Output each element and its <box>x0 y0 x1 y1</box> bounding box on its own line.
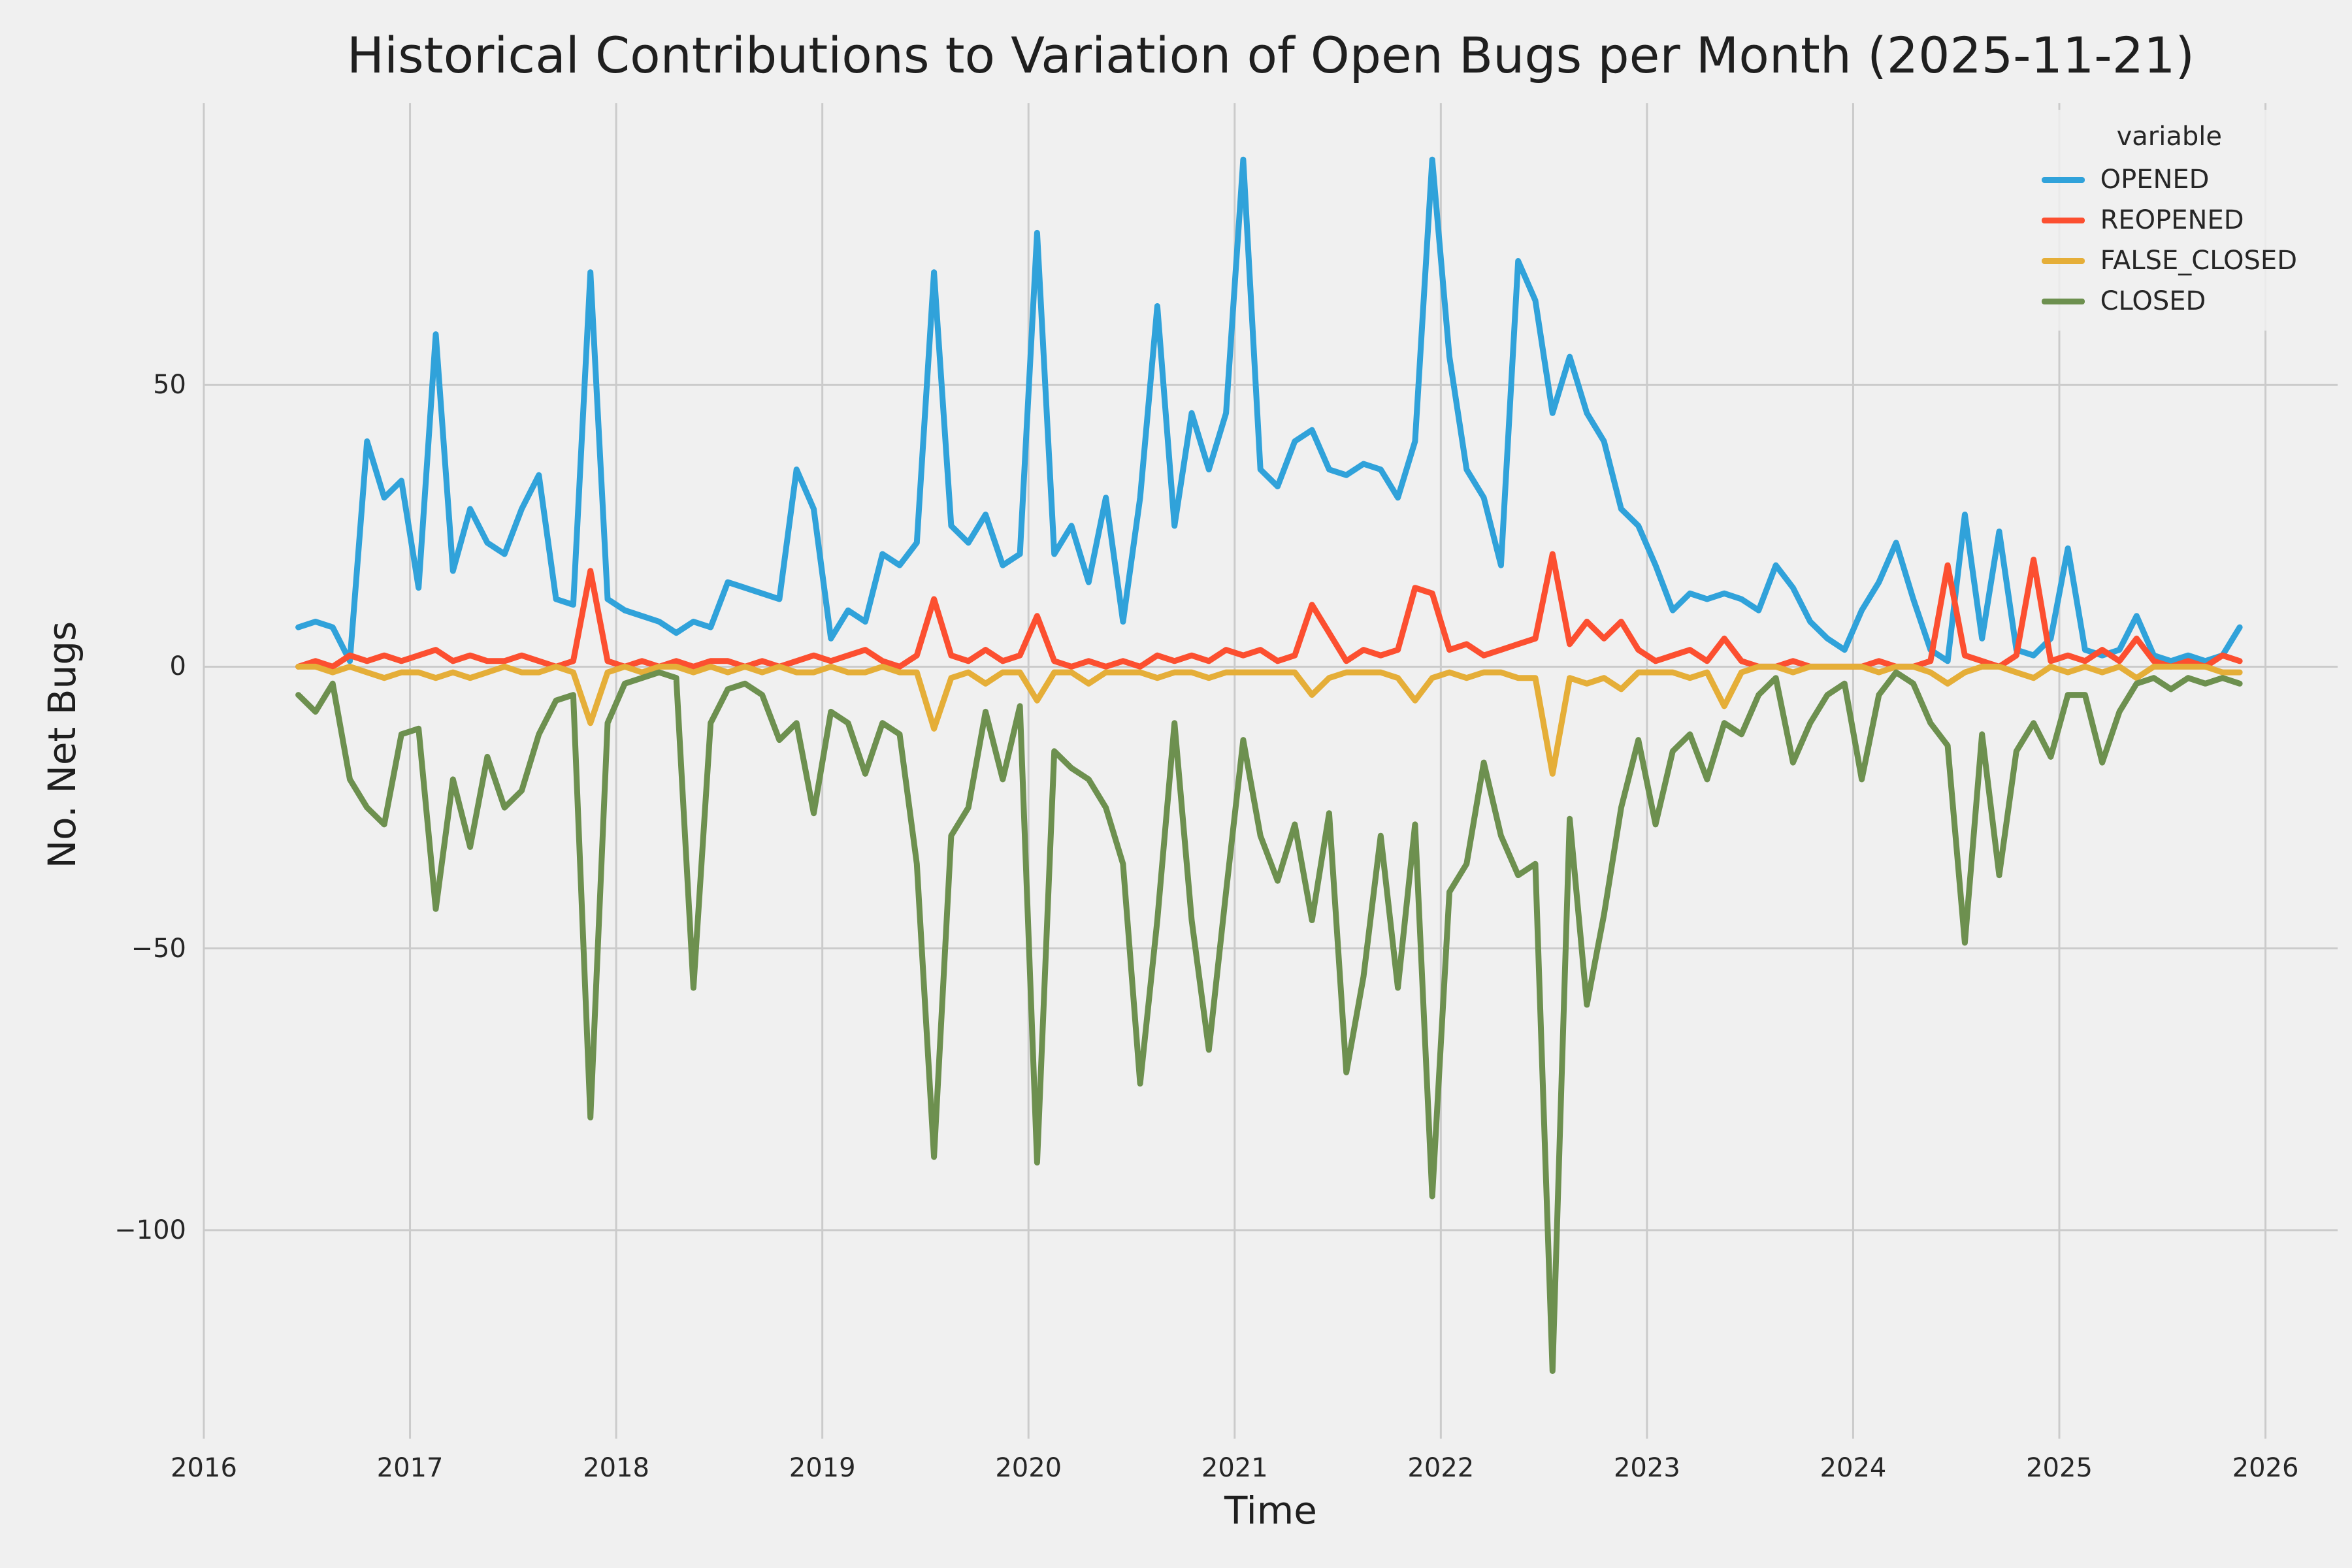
y-tick-label: −50 <box>131 933 186 964</box>
x-tick-label: 2023 <box>1613 1453 1680 1483</box>
x-axis-label: Time <box>1224 1488 1317 1533</box>
x-tick-label: 2024 <box>1820 1453 1887 1483</box>
y-tick-label: 50 <box>153 370 186 400</box>
legend-label-reopened: REOPENED <box>2100 205 2244 235</box>
legend-swatch-closed <box>2041 298 2085 304</box>
x-tick-label: 2018 <box>583 1453 650 1483</box>
y-tick-label: 0 <box>169 651 186 682</box>
legend-swatch-reopened <box>2041 217 2085 223</box>
legend-label-opened: OPENED <box>2100 165 2210 195</box>
legend: variable OPENED REOPENED FALSE_CLOSED CL… <box>2021 110 2321 331</box>
x-tick-label: 2017 <box>376 1453 444 1483</box>
x-tick-label: 2016 <box>171 1453 237 1483</box>
legend-item-false-closed: FALSE_CLOSED <box>2041 246 2297 276</box>
legend-title: variable <box>2116 122 2222 152</box>
legend-label-false-closed: FALSE_CLOSED <box>2100 246 2297 276</box>
x-tick-label: 2026 <box>2232 1453 2299 1483</box>
series-line-closed <box>295 669 2243 1374</box>
x-tick-label: 2019 <box>789 1453 856 1483</box>
legend-swatch-opened <box>2041 176 2085 183</box>
series-line-false_closed <box>295 663 2243 777</box>
legend-label-closed: CLOSED <box>2100 286 2206 316</box>
x-tick-label: 2021 <box>1201 1453 1268 1483</box>
x-tick-label: 2025 <box>2026 1453 2093 1483</box>
legend-item-closed: CLOSED <box>2041 286 2297 316</box>
x-tick-label: 2020 <box>995 1453 1062 1483</box>
y-tick-label: −100 <box>114 1215 186 1245</box>
legend-swatch-false-closed <box>2041 257 2085 264</box>
series-line-opened <box>295 156 2243 664</box>
x-tick-label: 2022 <box>1407 1453 1475 1483</box>
chart-title: Historical Contributions to Variation of… <box>346 26 2195 84</box>
legend-item-opened: OPENED <box>2041 165 2297 195</box>
legend-item-reopened: REOPENED <box>2041 205 2297 235</box>
